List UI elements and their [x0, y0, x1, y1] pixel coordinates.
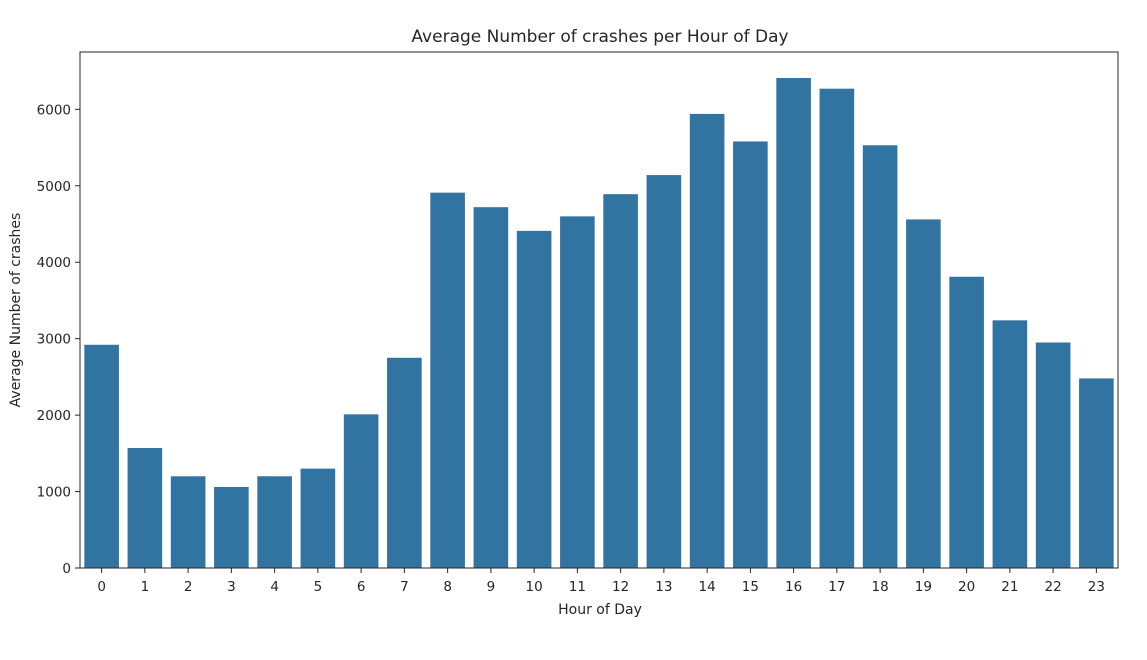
x-tick-label: 1 — [141, 579, 150, 595]
y-tick-label: 5000 — [37, 179, 71, 195]
x-tick-label: 22 — [1045, 579, 1062, 595]
chart-title: Average Number of crashes per Hour of Da… — [411, 27, 788, 47]
bars — [84, 77, 1114, 569]
x-tick-label: 9 — [487, 579, 496, 595]
x-tick-label: 13 — [655, 579, 672, 595]
x-tick-label: 0 — [97, 579, 106, 595]
bar-hour-5 — [300, 468, 336, 568]
x-axis-label: Hour of Day — [558, 602, 642, 618]
bar-hour-12 — [603, 194, 638, 569]
x-tick-label: 18 — [872, 579, 889, 595]
x-tick-label: 20 — [958, 579, 975, 595]
bar-hour-1 — [127, 447, 163, 568]
bar-hour-0 — [84, 344, 119, 568]
x-tick-label: 6 — [357, 579, 366, 595]
bar-hour-3 — [214, 486, 249, 568]
bar-hour-9 — [473, 207, 509, 568]
x-tick-label: 7 — [400, 579, 409, 595]
x-tick-label: 2 — [184, 579, 193, 595]
bar-hour-22 — [1035, 342, 1071, 568]
x-tick-label: 23 — [1088, 579, 1105, 595]
plot-frame — [79, 51, 1119, 569]
y-tick-label: 1000 — [37, 485, 71, 501]
bar-hour-14 — [689, 113, 725, 569]
y-tick-label: 2000 — [37, 408, 71, 424]
x-tick-label: 16 — [785, 579, 802, 595]
bar-hour-7 — [387, 357, 422, 568]
bar-hour-15 — [733, 141, 768, 568]
bar-hour-2 — [170, 476, 206, 568]
x-tick-label: 17 — [828, 579, 845, 595]
x-tick-label: 10 — [526, 579, 543, 595]
x-tick-label: 5 — [314, 579, 323, 595]
y-tick-label: 4000 — [37, 255, 71, 271]
bar-hour-4 — [257, 476, 292, 568]
y-axis-label: Average Number of crashes — [8, 213, 24, 408]
x-tick-label: 4 — [270, 579, 279, 595]
y-tick-label: 0 — [62, 561, 71, 577]
x-axis-ticks: 0 1 2 3 4 5 6 7 8 9 10 11 12 13 14 15 16 17 18 19 20 21 22 23 — [97, 568, 1105, 595]
bar-hour-19 — [906, 219, 941, 568]
x-tick-label: 21 — [1001, 579, 1018, 595]
x-tick-label: 3 — [227, 579, 236, 595]
bar-hour-10 — [516, 230, 552, 568]
x-tick-label: 19 — [915, 579, 932, 595]
bar-hour-18 — [862, 145, 898, 569]
x-tick-label: 12 — [612, 579, 629, 595]
bar-hour-13 — [646, 175, 682, 568]
y-tick-label: 6000 — [37, 102, 71, 118]
bar-hour-20 — [949, 276, 984, 568]
bar-hour-21 — [992, 320, 1028, 568]
x-tick-label: 14 — [699, 579, 716, 595]
bar-hour-11 — [560, 216, 595, 568]
bar-hour-8 — [430, 192, 465, 568]
bar-hour-16 — [776, 77, 811, 568]
x-tick-label: 11 — [569, 579, 586, 595]
bar-hour-6 — [343, 414, 379, 568]
y-axis-ticks: 0 1000 2000 3000 4000 5000 6000 — [37, 102, 80, 577]
bar-hour-17 — [819, 88, 855, 569]
y-tick-label: 3000 — [37, 332, 71, 348]
x-tick-label: 15 — [742, 579, 759, 595]
bar-hour-23 — [1079, 378, 1114, 568]
x-tick-label: 8 — [443, 579, 452, 595]
